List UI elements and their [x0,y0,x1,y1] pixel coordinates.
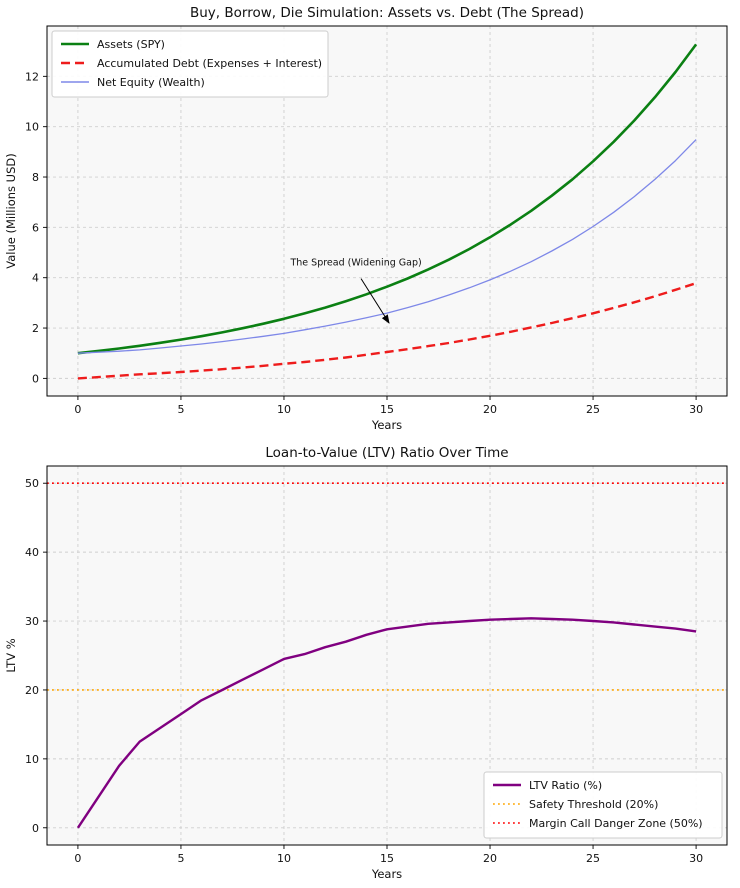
y-tick-label: 6 [32,221,39,234]
y-tick-label: 8 [32,171,39,184]
x-tick-label: 15 [380,852,394,865]
x-tick-label: 10 [277,852,291,865]
series-line-assets-spy [77,43,698,355]
legend-label: Accumulated Debt (Expenses + Interest) [97,57,322,70]
legend-box [483,771,723,839]
x-tick-label: 0 [74,852,81,865]
y-tick-label: 0 [32,372,39,385]
series-line-net-equity-wealth [77,139,697,354]
legend-label: LTV Ratio (%) [529,779,602,792]
chart-title: Buy, Borrow, Die Simulation: Assets vs. … [190,5,584,21]
x-tick-label: 30 [689,403,703,416]
legend-label: Assets (SPY) [97,38,165,51]
x-tick-label: 15 [380,403,394,416]
annotation-text: The Spread (Widening Gap) [289,258,421,269]
y-tick-label: 10 [25,121,39,134]
x-tick-label: 30 [689,852,703,865]
y-tick-label: 4 [32,272,39,285]
y-tick-label: 2 [32,322,39,335]
y-axis-label: LTV % [4,638,18,672]
x-tick-label: 20 [483,852,497,865]
y-axis-label: Value (Millions USD) [4,153,18,268]
chart-title: Loan-to-Value (LTV) Ratio Over Time [265,445,508,461]
x-tick-label: 10 [277,403,291,416]
assets-vs-debt-canvas: 0 5 10 15 20 25 30 0 2 4 6 8 10 12 Buy, Borrow, Die Si… [4,5,728,432]
x-tick-label: 0 [74,403,81,416]
legend-label: Margin Call Danger Zone (50%) [529,817,703,830]
legend-label: Safety Threshold (20%) [529,798,658,811]
x-tick-label: 25 [586,852,600,865]
y-tick-label: 0 [32,822,39,835]
assets-vs-debt-chart: 0 5 10 15 20 25 30 0 2 4 6 8 10 12 Buy, Borrow, Die Si… [4,5,728,432]
y-tick-label: 12 [25,70,39,83]
ltv-ratio-canvas: 0 5 10 15 20 25 30 0 10 20 30 40 50 Loan-to-Value (LT… [4,445,728,881]
legend: LTV Ratio (%) Safety Threshold (20%) Margi… [483,771,723,839]
x-axis-label: Years [371,418,402,432]
legend-label: Net Equity (Wealth) [97,76,205,89]
x-tick-label: 5 [177,852,184,865]
annotation-arrow [360,278,390,324]
x-tick-label: 20 [483,403,497,416]
y-tick-label: 40 [25,546,39,559]
legend-box [51,30,329,98]
x-axis-label: Years [371,867,402,881]
x-tick-label: 5 [177,403,184,416]
y-tick-label: 30 [25,615,39,628]
ltv-ratio-chart: 0 5 10 15 20 25 30 0 10 20 30 40 50 Loan-to-Value (LT… [0,444,740,888]
legend: Assets (SPY) Accumulated Debt (Expenses +… [51,30,329,98]
y-tick-label: 50 [25,477,39,490]
y-tick-label: 10 [25,753,39,766]
series-line-accumulated-debt-expenses-interest [77,282,697,380]
series-line-ltv-ratio [76,617,697,829]
x-tick-label: 25 [586,403,600,416]
y-tick-label: 20 [25,684,39,697]
